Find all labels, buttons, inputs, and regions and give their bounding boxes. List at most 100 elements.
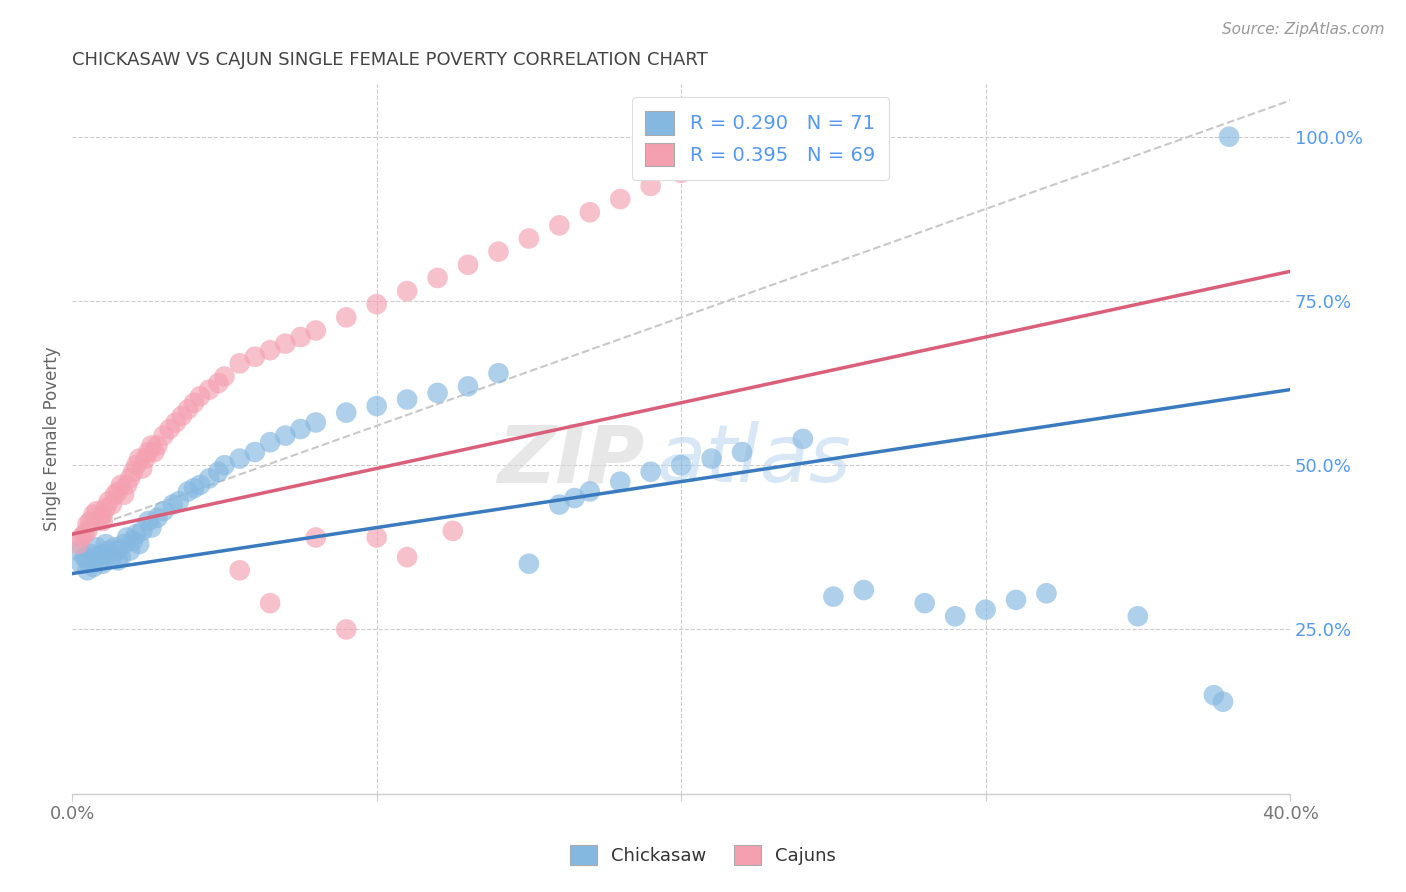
- Point: [792, 133, 814, 147]
- Point: [198, 471, 221, 485]
- Point: [107, 543, 129, 558]
- Point: [700, 451, 723, 466]
- Legend: Chickasaw, Cajuns: Chickasaw, Cajuns: [562, 838, 844, 872]
- Point: [131, 524, 153, 538]
- Legend: R = 0.290   N = 71, R = 0.395   N = 69: R = 0.290 N = 71, R = 0.395 N = 69: [631, 97, 889, 180]
- Point: [120, 471, 142, 485]
- Point: [488, 366, 510, 380]
- Point: [207, 376, 229, 390]
- Point: [73, 550, 96, 565]
- Point: [107, 484, 129, 499]
- Point: [366, 399, 388, 413]
- Point: [228, 563, 250, 577]
- Point: [86, 504, 108, 518]
- Point: [457, 258, 479, 272]
- Point: [366, 531, 388, 545]
- Point: [578, 205, 600, 219]
- Point: [141, 438, 163, 452]
- Point: [115, 531, 138, 545]
- Point: [290, 330, 312, 344]
- Point: [974, 603, 997, 617]
- Point: [91, 547, 114, 561]
- Point: [115, 478, 138, 492]
- Point: [86, 541, 108, 555]
- Point: [441, 524, 464, 538]
- Text: ZIP: ZIP: [498, 421, 644, 500]
- Point: [640, 178, 662, 193]
- Point: [101, 498, 124, 512]
- Point: [207, 465, 229, 479]
- Point: [305, 531, 328, 545]
- Point: [305, 324, 328, 338]
- Point: [104, 541, 127, 555]
- Point: [76, 524, 98, 538]
- Point: [134, 451, 156, 466]
- Point: [943, 609, 966, 624]
- Text: Source: ZipAtlas.com: Source: ZipAtlas.com: [1222, 22, 1385, 37]
- Point: [669, 166, 692, 180]
- Point: [177, 484, 200, 499]
- Point: [70, 557, 93, 571]
- Point: [146, 438, 169, 452]
- Point: [1126, 609, 1149, 624]
- Text: CHICKASAW VS CAJUN SINGLE FEMALE POVERTY CORRELATION CHART: CHICKASAW VS CAJUN SINGLE FEMALE POVERTY…: [72, 51, 709, 69]
- Point: [366, 297, 388, 311]
- Point: [110, 550, 132, 565]
- Point: [609, 475, 631, 489]
- Point: [823, 127, 845, 141]
- Point: [67, 537, 90, 551]
- Point: [731, 445, 754, 459]
- Point: [1035, 586, 1057, 600]
- Point: [162, 498, 184, 512]
- Point: [548, 219, 571, 233]
- Point: [259, 596, 281, 610]
- Point: [170, 409, 193, 423]
- Point: [1202, 688, 1225, 702]
- Point: [138, 514, 160, 528]
- Point: [517, 231, 540, 245]
- Point: [125, 527, 148, 541]
- Point: [104, 488, 127, 502]
- Point: [79, 514, 101, 528]
- Point: [823, 590, 845, 604]
- Point: [183, 481, 205, 495]
- Point: [67, 543, 90, 558]
- Point: [159, 422, 181, 436]
- Point: [112, 537, 135, 551]
- Point: [700, 153, 723, 167]
- Point: [89, 510, 111, 524]
- Point: [457, 379, 479, 393]
- Point: [76, 563, 98, 577]
- Point: [761, 139, 783, 153]
- Point: [1212, 695, 1234, 709]
- Point: [274, 336, 297, 351]
- Point: [89, 553, 111, 567]
- Point: [152, 428, 174, 442]
- Point: [122, 533, 145, 548]
- Point: [152, 504, 174, 518]
- Point: [107, 553, 129, 567]
- Point: [792, 432, 814, 446]
- Point: [128, 537, 150, 551]
- Point: [110, 478, 132, 492]
- Point: [335, 623, 357, 637]
- Point: [609, 192, 631, 206]
- Point: [731, 146, 754, 161]
- Point: [305, 416, 328, 430]
- Point: [259, 435, 281, 450]
- Point: [1005, 592, 1028, 607]
- Point: [183, 396, 205, 410]
- Point: [122, 465, 145, 479]
- Point: [335, 310, 357, 325]
- Point: [128, 451, 150, 466]
- Point: [177, 402, 200, 417]
- Point: [97, 543, 120, 558]
- Point: [76, 553, 98, 567]
- Point: [335, 406, 357, 420]
- Point: [101, 550, 124, 565]
- Point: [198, 383, 221, 397]
- Point: [214, 458, 236, 473]
- Point: [188, 478, 211, 492]
- Point: [165, 416, 187, 430]
- Point: [852, 582, 875, 597]
